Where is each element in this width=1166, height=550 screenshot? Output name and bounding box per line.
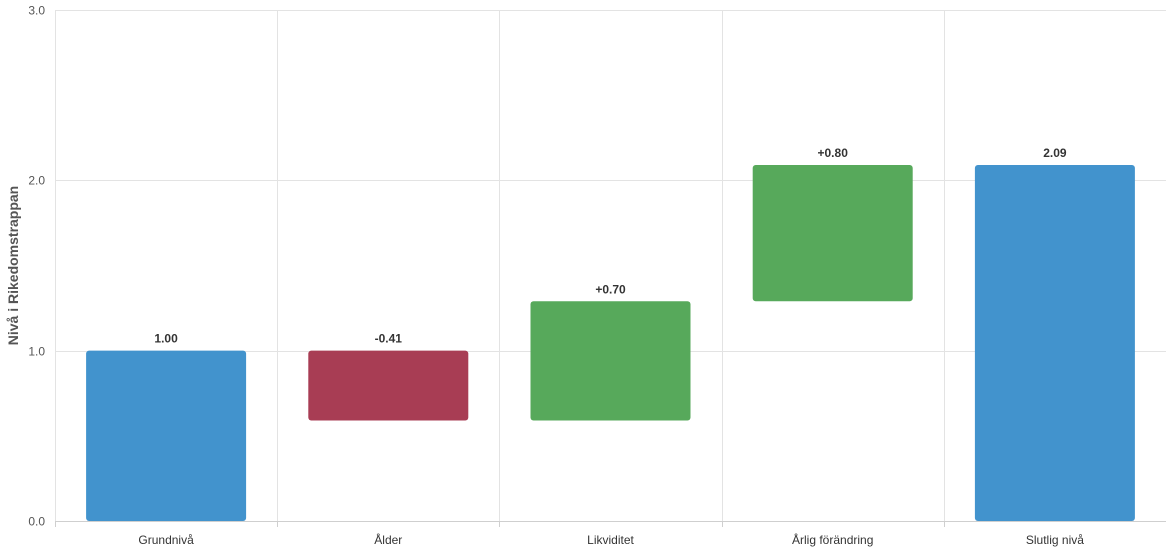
- bar-total: [86, 350, 247, 521]
- value-labels-group: 1.00 -0.41 +0.70 +0.80 2.09: [154, 146, 1066, 346]
- y-tick-label: 3.0: [28, 4, 45, 18]
- x-tick-label: Likviditet: [587, 533, 634, 547]
- bar-increase: [530, 301, 691, 421]
- y-tick-label: 2.0: [28, 174, 45, 188]
- x-tick-label: Slutlig nivå: [1026, 533, 1084, 547]
- bar-value-label: 1.00: [154, 332, 178, 346]
- bar-decrease: [308, 350, 469, 421]
- y-axis-title: Nivå i Rikedomstrappan: [5, 186, 21, 346]
- bar-increase: [752, 165, 913, 302]
- bar-value-label: 2.09: [1043, 146, 1067, 160]
- x-tick-label: Grundnivå: [138, 533, 194, 547]
- x-tick-label: Ålder: [374, 532, 402, 547]
- bars-group: [86, 165, 1135, 521]
- bar-value-label: +0.70: [595, 282, 626, 296]
- y-tick-label: 0.0: [28, 515, 45, 529]
- bar-total: [974, 165, 1135, 521]
- bar-value-label: +0.80: [818, 146, 849, 160]
- x-tick-label: Årlig förändring: [792, 532, 873, 547]
- x-tick-labels: Grundnivå Ålder Likviditet Årlig förändring…: [138, 532, 1084, 547]
- bar-value-label: -0.41: [375, 332, 403, 346]
- y-tick-labels: 0.0 1.0 2.0 3.0: [28, 4, 45, 529]
- y-tick-label: 1.0: [28, 345, 45, 359]
